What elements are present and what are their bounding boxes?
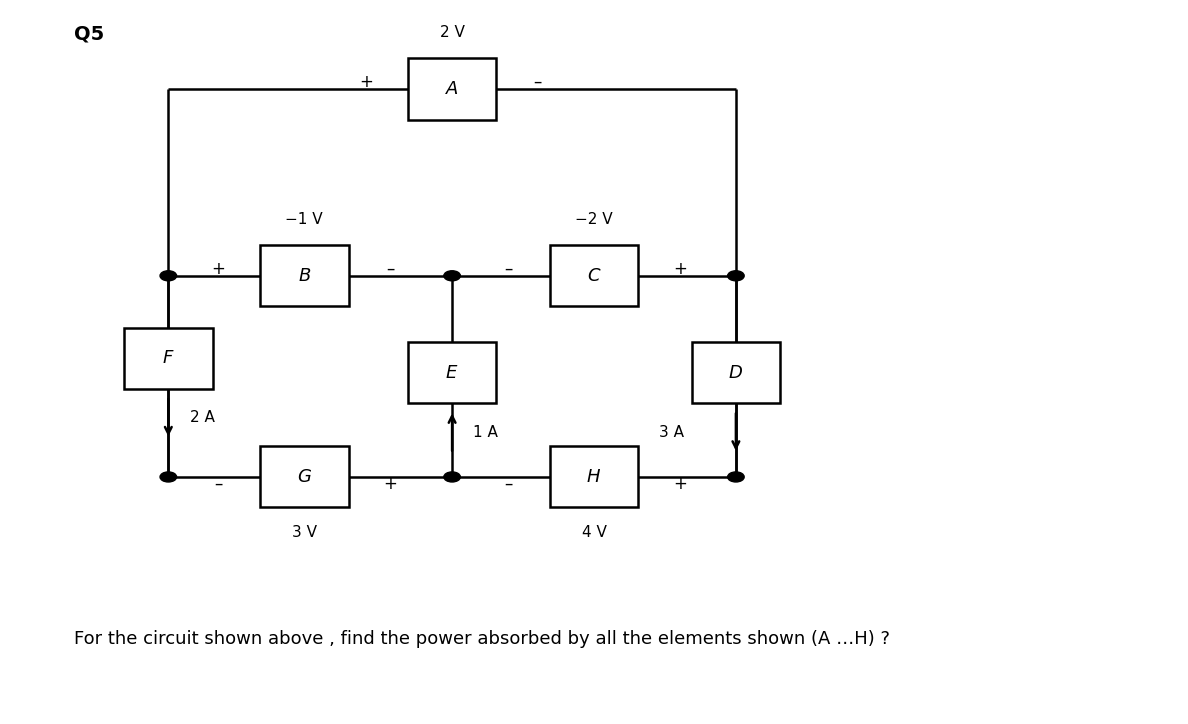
Circle shape bbox=[160, 271, 177, 281]
Text: $\it{E}$: $\it{E}$ bbox=[446, 363, 459, 382]
Bar bbox=[407, 342, 497, 403]
Text: $\it{F}$: $\it{F}$ bbox=[162, 350, 175, 367]
Text: For the circuit shown above , find the power absorbed by all the elements shown : For the circuit shown above , find the p… bbox=[74, 630, 890, 647]
Text: 3 A: 3 A bbox=[659, 424, 684, 439]
Circle shape bbox=[727, 271, 744, 281]
Text: −2 V: −2 V bbox=[575, 212, 613, 227]
Text: $\it{G}$: $\it{G}$ bbox=[297, 468, 311, 486]
Text: –: – bbox=[386, 260, 394, 277]
Bar bbox=[124, 328, 213, 389]
Bar bbox=[260, 447, 348, 508]
Text: +: + bbox=[383, 475, 397, 493]
Bar bbox=[550, 447, 638, 508]
Text: –: – bbox=[504, 475, 512, 493]
Text: +: + bbox=[672, 475, 687, 493]
Text: $\it{D}$: $\it{D}$ bbox=[728, 363, 744, 382]
Text: $\it{H}$: $\it{H}$ bbox=[587, 468, 601, 486]
Text: 4 V: 4 V bbox=[582, 526, 606, 540]
Circle shape bbox=[727, 472, 744, 482]
Text: $\it{B}$: $\it{B}$ bbox=[298, 266, 311, 285]
Circle shape bbox=[160, 472, 177, 482]
Text: –: – bbox=[214, 475, 223, 493]
Text: Q5: Q5 bbox=[74, 25, 105, 43]
Circle shape bbox=[444, 472, 461, 482]
Text: +: + bbox=[360, 73, 373, 90]
Text: 2 V: 2 V bbox=[440, 25, 465, 41]
Text: −1 V: −1 V bbox=[285, 212, 323, 227]
Bar bbox=[260, 245, 348, 306]
Text: $\it{C}$: $\it{C}$ bbox=[587, 266, 601, 285]
Text: 3 V: 3 V bbox=[292, 526, 317, 540]
Text: –: – bbox=[504, 260, 512, 277]
Text: +: + bbox=[672, 260, 687, 277]
Text: –: – bbox=[533, 73, 542, 90]
Text: 2 A: 2 A bbox=[190, 411, 215, 425]
Text: $\it{A}$: $\it{A}$ bbox=[446, 80, 459, 98]
Bar bbox=[691, 342, 781, 403]
Bar bbox=[407, 59, 497, 119]
Text: +: + bbox=[211, 260, 226, 277]
Circle shape bbox=[444, 271, 461, 281]
Text: 1 A: 1 A bbox=[473, 424, 498, 439]
Bar bbox=[550, 245, 638, 306]
